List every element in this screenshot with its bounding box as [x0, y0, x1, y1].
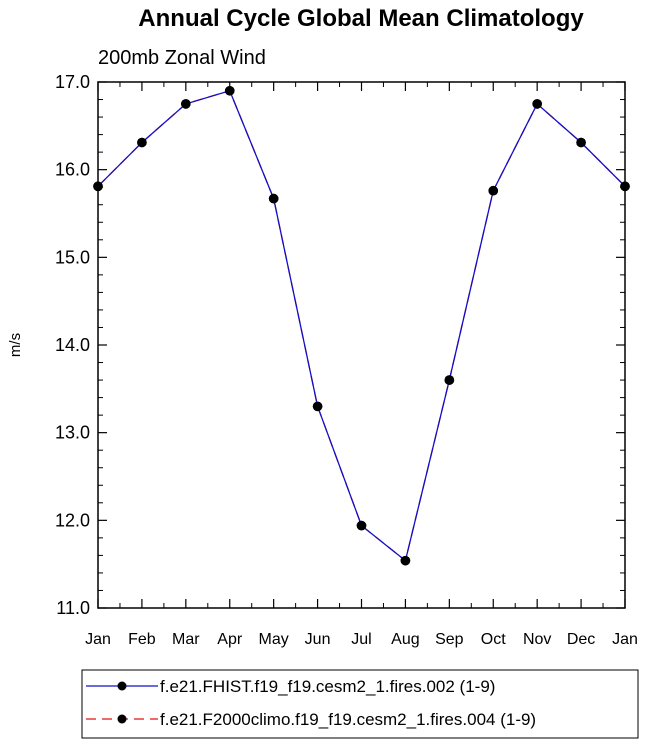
- x-tick-label: Feb: [128, 631, 156, 648]
- y-axis-label: m/s: [7, 333, 24, 357]
- x-tick-label: Jan: [612, 631, 638, 648]
- x-tick-label: Jan: [85, 631, 111, 648]
- x-tick-label: Jul: [351, 631, 371, 648]
- series-2-point: [576, 137, 586, 148]
- series-2-point: [620, 181, 630, 192]
- series-line-1: [97, 89, 626, 562]
- x-tick-label: Dec: [567, 631, 595, 648]
- series-2-point: [444, 375, 455, 385]
- legend-label-series-1: f.e21.FHIST.f19_f19.cesm2_1.fires.002 (1…: [160, 677, 495, 696]
- legend: f.e21.FHIST.f19_f19.cesm2_1.fires.002 (1…: [81, 669, 639, 739]
- series-points: [93, 85, 630, 566]
- x-tick-label: Aug: [391, 631, 419, 648]
- series-2-point: [137, 137, 147, 148]
- y-axis-ticks: 11.0 12.0 13.0 14.0 15.0 16.0 17.0: [55, 72, 625, 618]
- series-2-point: [181, 99, 191, 109]
- series-line-2: [97, 89, 626, 562]
- x-axis-ticks: Jan Feb Mar Apr May Jun Jul Aug Sep Oct Nov Dec Jan: [85, 82, 638, 648]
- legend-marker-series-1: [117, 681, 127, 691]
- x-tick-label: Mar: [172, 631, 200, 648]
- series-2-point: [400, 555, 411, 566]
- x-tick-label: Nov: [523, 631, 551, 648]
- series-2-point: [93, 181, 103, 192]
- series-2-point: [488, 185, 499, 196]
- y-tick-label: 12.0: [55, 510, 90, 530]
- x-tick-label: Oct: [481, 631, 506, 648]
- y-tick-label: 17.0: [55, 72, 90, 92]
- chart-subtitle: 200mb Zonal Wind: [98, 47, 266, 69]
- legend-label-series-2: f.e21.F2000climo.f19_f19.cesm2_1.fires.0…: [160, 710, 536, 729]
- chart-title: Annual Cycle Global Mean Climatology: [138, 5, 584, 32]
- x-tick-label: Jun: [305, 631, 331, 648]
- x-tick-label: Sep: [435, 631, 464, 648]
- series-2-point: [532, 99, 542, 109]
- series-2-point: [312, 401, 323, 412]
- series-2-point: [268, 193, 279, 204]
- y-tick-label: 14.0: [55, 335, 90, 355]
- series-2-point: [224, 85, 235, 96]
- x-tick-label: May: [259, 631, 289, 648]
- series-2-point: [356, 520, 367, 531]
- y-tick-label: 16.0: [55, 160, 90, 180]
- legend-frame: [81, 669, 639, 739]
- legend-marker-series-2: [117, 714, 127, 724]
- y-tick-label: 11.0: [56, 598, 90, 618]
- y-tick-label: 13.0: [55, 423, 90, 443]
- x-tick-label: Apr: [217, 631, 243, 648]
- series-lines: [97, 89, 626, 562]
- y-tick-label: 15.0: [55, 247, 90, 267]
